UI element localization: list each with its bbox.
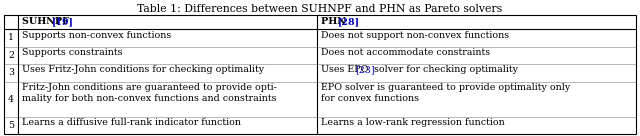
Text: 4: 4 [8,95,14,103]
Text: 2: 2 [8,51,14,60]
Text: [28]: [28] [338,18,360,27]
Text: solver for checking optimality: solver for checking optimality [371,66,518,75]
Text: PHN: PHN [321,18,349,27]
Text: Fritz-John conditions are guaranteed to provide opti-
mality for both non-convex: Fritz-John conditions are guaranteed to … [22,83,277,103]
Text: EPO solver is guaranteed to provide optimality only
for convex functions: EPO solver is guaranteed to provide opti… [321,83,570,103]
Text: 5: 5 [8,121,14,130]
Text: 3: 3 [8,68,14,77]
Text: Supports non-convex functions: Supports non-convex functions [22,30,172,39]
Text: Does not accommodate constraints: Does not accommodate constraints [321,48,490,57]
Text: Learns a diffusive full-rank indicator function: Learns a diffusive full-rank indicator f… [22,118,241,127]
Text: Uses EPO: Uses EPO [321,66,371,75]
Text: SUHNPF: SUHNPF [22,18,72,27]
Text: Does not support non-convex functions: Does not support non-convex functions [321,30,509,39]
Text: Supports constraints: Supports constraints [22,48,122,57]
Text: Table 1: Differences between SUHNPF and PHN as Pareto solvers: Table 1: Differences between SUHNPF and … [138,4,502,14]
Text: 1: 1 [8,33,14,42]
Text: [19]: [19] [52,18,74,27]
Bar [4,15,636,134]
Text: [23]: [23] [355,66,375,75]
Text: Learns a low-rank regression function: Learns a low-rank regression function [321,118,504,127]
Text: Uses Fritz-John conditions for checking optimality: Uses Fritz-John conditions for checking … [22,66,264,75]
